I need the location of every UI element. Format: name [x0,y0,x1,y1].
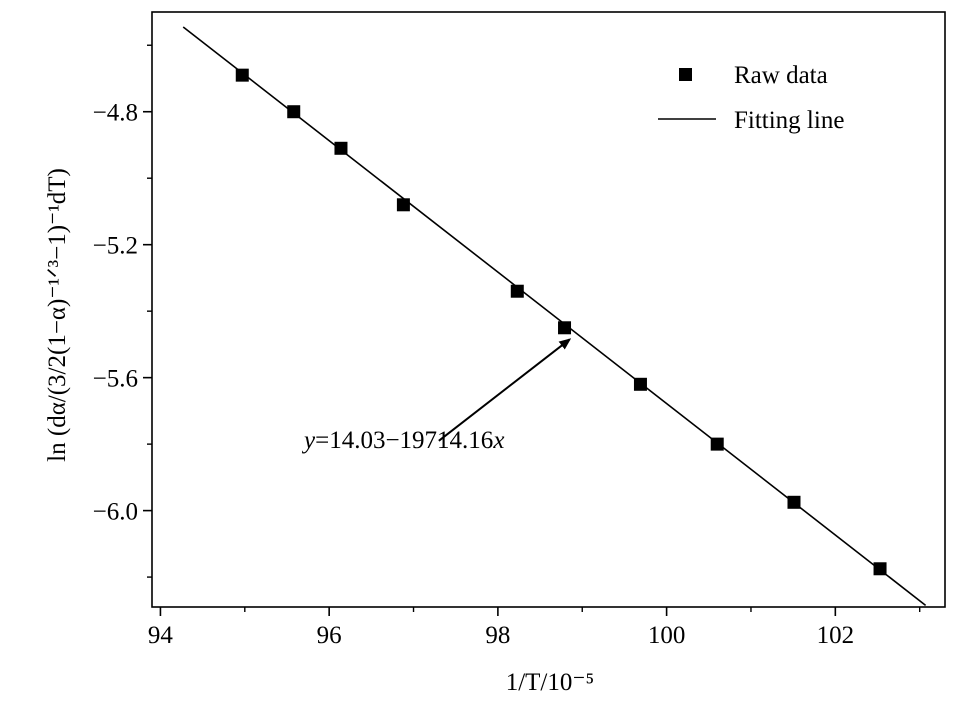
fitting-line-series [182,26,927,606]
fit-equation-text: y=14.03−19714.16x [301,427,504,454]
equation-y: y [301,427,316,454]
x-tick-label: 100 [648,622,686,649]
data-point [558,321,572,335]
plot-frame [151,11,946,608]
annotation-arrow [438,338,572,442]
equation-x: x [492,427,504,454]
data-point [334,141,348,155]
x-tick-label: 98 [485,622,510,649]
raw-data-series [235,68,887,576]
fit-equation-annotation: y=14.03−19714.16x [301,338,572,454]
legend-label-raw-data: Raw data [734,62,828,89]
data-point [396,198,410,212]
y-tick-label: −5.2 [93,233,138,260]
data-point [710,437,724,451]
y-tick-label: −5.6 [93,366,138,393]
legend: Raw data Fitting line [658,62,844,134]
x-axis: 94 96 98 100 102 [148,607,921,649]
x-axis-title: 1/T/10⁻⁵ [506,669,595,696]
data-point [873,562,887,576]
legend-label-fitting-line: Fitting line [734,107,844,134]
legend-marker-raw-data [679,68,692,81]
y-axis: −4.8 −5.2 −5.6 −6.0 [93,44,152,578]
y-tick-label: −4.8 [93,100,138,127]
y-tick-label: −6.0 [93,499,138,526]
y-axis-title: ln (dα/(3/2(1−α)⁻¹ᐟ³−1)⁻¹dT) [44,168,71,462]
x-tick-label: 102 [817,622,855,649]
equation-body: =14.03−19714.16 [315,427,493,454]
data-point [235,68,249,82]
x-tick-label: 96 [317,622,342,649]
fitting-line [182,26,927,606]
plot-border [151,11,946,608]
data-point [510,284,524,298]
data-point [787,495,801,509]
data-point [633,377,647,391]
x-tick-label: 94 [148,622,174,649]
data-point [287,105,301,119]
